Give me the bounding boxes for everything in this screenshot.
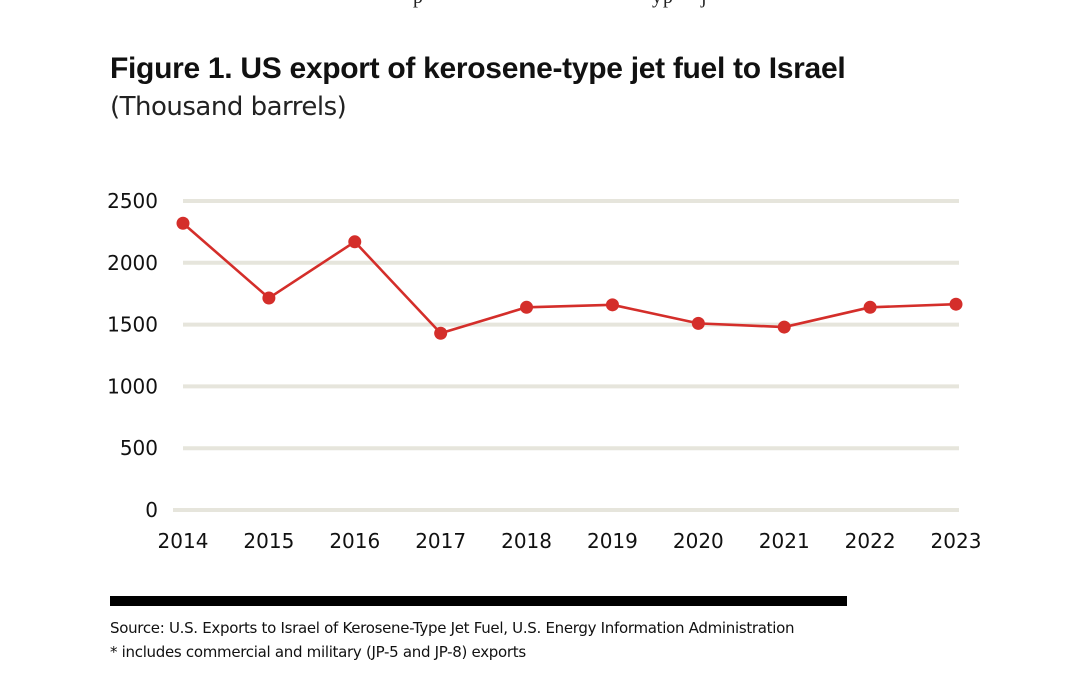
x-tick-label: 2015	[243, 529, 294, 553]
data-point-2022	[863, 300, 877, 314]
x-tick-label: 2016	[329, 529, 380, 553]
source-note: Source: U.S. Exports to Israel of Kerose…	[110, 619, 795, 637]
x-tick-label: 2023	[931, 529, 982, 553]
data-point-2014	[176, 216, 190, 230]
x-axis-tick-labels: 2014 2015 2016 2017 2018 2019 2020 2021 2022 2023	[158, 529, 982, 553]
figure-title: Figure 1. US export of kerosene-type jet…	[110, 52, 846, 85]
x-tick-label: 2018	[501, 529, 552, 553]
data-point-2023	[949, 297, 963, 311]
x-tick-label: 2020	[673, 529, 724, 553]
x-tick-label: 2019	[587, 529, 638, 553]
x-tick-label: 2017	[415, 529, 466, 553]
y-tick-label: 1500	[107, 313, 158, 337]
y-tick-label: 1000	[107, 374, 158, 398]
series-line-0	[182, 222, 957, 335]
figure-subtitle: (Thousand barrels)	[110, 92, 347, 122]
data-point-2019	[605, 298, 619, 312]
data-point-2017	[434, 326, 448, 340]
gridlines	[173, 199, 959, 512]
data-point-2021	[777, 320, 791, 334]
x-tick-label: 2021	[759, 529, 810, 553]
y-tick-label: 2000	[107, 251, 158, 275]
y-tick-label: 500	[120, 436, 158, 460]
x-tick-label: 2022	[845, 529, 896, 553]
footer-divider	[110, 596, 847, 606]
data-point-2016	[348, 235, 362, 249]
y-axis-tick-labels: 0 500 1000 1500 2000 2500	[107, 189, 158, 522]
cutoff-previous-text: p y p j	[0, 0, 1084, 8]
data-point-2018	[520, 300, 534, 314]
data-point-2015	[262, 291, 276, 305]
footnote: * includes commercial and military (JP-5…	[110, 643, 526, 661]
y-tick-label: 2500	[107, 189, 158, 213]
y-tick-label: 0	[145, 498, 158, 522]
data-point-2020	[691, 316, 705, 330]
series-markers	[176, 216, 963, 340]
x-tick-label: 2014	[158, 529, 209, 553]
series-line	[182, 222, 957, 335]
